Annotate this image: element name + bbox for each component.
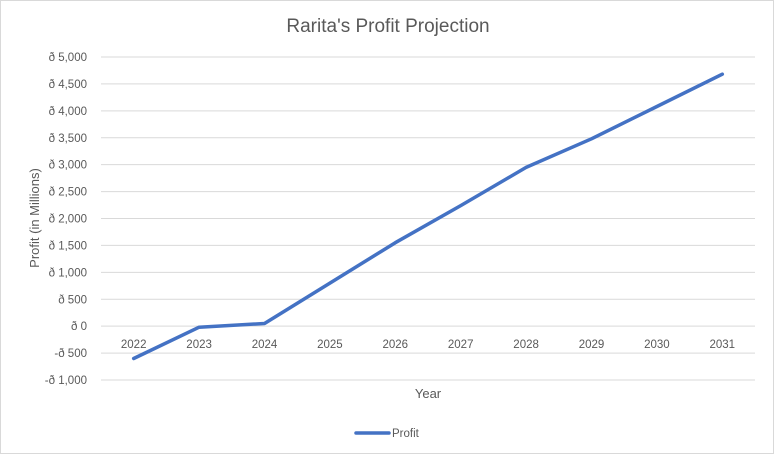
y-tick-label: ð 4,000	[49, 106, 87, 118]
x-tick-label: 2028	[513, 339, 539, 351]
x-axis-tick-labels: 2022 2023 2024 2025 2026 2027 2028 2029 2030 2031	[121, 339, 735, 351]
x-axis-title: Year	[415, 386, 442, 401]
x-tick-label: 2026	[383, 339, 409, 351]
series-line-profit	[131, 72, 725, 361]
y-tick-label: -ð 1,000	[45, 375, 87, 387]
y-tick-label: ð 2,500	[49, 187, 87, 199]
y-tick-label: ð 3,500	[49, 133, 87, 145]
x-tick-label: 2023	[186, 339, 212, 351]
y-tick-label: ð 1,000	[49, 267, 87, 279]
y-tick-label: ð 1,500	[49, 240, 87, 252]
chart-title: Rarita's Profit Projection	[286, 16, 489, 37]
y-axis-title: Profit (in Millions)	[27, 168, 42, 268]
y-tick-label: ð 500	[58, 294, 87, 306]
y-tick-label: -ð 500	[54, 348, 87, 360]
legend-label-profit: Profit	[392, 428, 420, 440]
series-group	[131, 72, 725, 361]
y-tick-label: ð 2,000	[49, 214, 87, 226]
x-tick-label: 2024	[252, 339, 278, 351]
y-tick-label: ð 4,500	[49, 79, 87, 91]
legend: Profit	[354, 428, 420, 440]
x-tick-label: 2022	[121, 339, 147, 351]
x-tick-label: 2030	[644, 339, 670, 351]
x-tick-label: 2027	[448, 339, 474, 351]
y-axis-tick-labels: -ð 1,000 -ð 500 ð 0 ð 500 ð 1,000 ð 1,500 ð 2,…	[45, 52, 87, 387]
y-tick-label: ð 5,000	[49, 52, 87, 64]
y-tick-label: ð 0	[71, 321, 87, 333]
y-tick-label: ð 3,000	[49, 160, 87, 172]
x-tick-label: 2025	[317, 339, 343, 351]
x-tick-label: 2031	[710, 339, 736, 351]
x-tick-label: 2029	[579, 339, 605, 351]
